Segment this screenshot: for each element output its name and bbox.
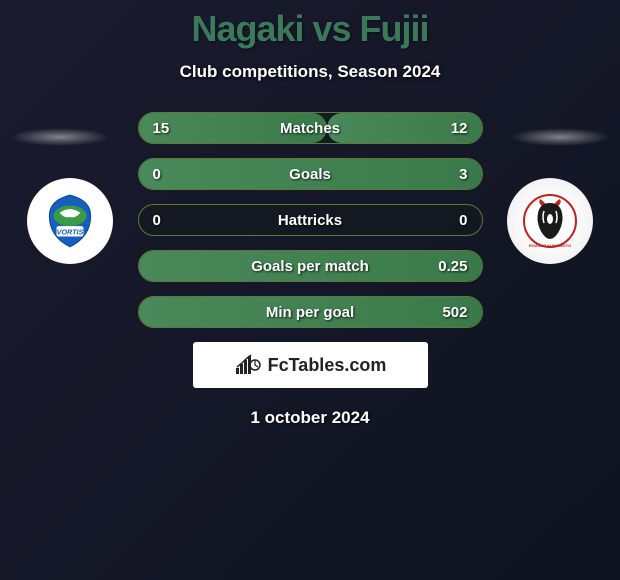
stat-row-goals-per-match: Goals per match 0.25 <box>138 250 483 282</box>
roasso-kumamoto-logo-icon: ROASSO KUMAMOTO <box>520 191 580 251</box>
svg-text:VORTIS: VORTIS <box>57 227 84 236</box>
stat-row-min-per-goal: Min per goal 502 <box>138 296 483 328</box>
club-badge-left: VORTIS <box>27 178 113 264</box>
stat-label: Min per goal <box>266 304 354 321</box>
club-badge-right: ROASSO KUMAMOTO <box>507 178 593 264</box>
date-label: 1 october 2024 <box>0 408 620 428</box>
fctables-logo-icon <box>234 354 262 376</box>
stat-value-right: 3 <box>459 166 467 183</box>
svg-text:ROASSO KUMAMOTO: ROASSO KUMAMOTO <box>529 243 571 248</box>
stat-value-right: 0 <box>459 212 467 229</box>
shadow-left <box>10 128 110 146</box>
stat-value-right: 0.25 <box>438 258 467 275</box>
stat-label: Hattricks <box>278 212 342 229</box>
stat-value-right: 502 <box>442 304 467 321</box>
stat-value-left: 15 <box>153 120 170 137</box>
stat-row-matches: 15 Matches 12 <box>138 112 483 144</box>
brand-box[interactable]: FcTables.com <box>193 342 428 388</box>
stat-value-left: 0 <box>153 212 161 229</box>
stat-value-right: 12 <box>451 120 468 137</box>
brand-text: FcTables.com <box>268 355 387 376</box>
stat-row-hattricks: 0 Hattricks 0 <box>138 204 483 236</box>
stats-container: 15 Matches 12 0 Goals 3 0 Hattricks 0 Go… <box>138 112 483 328</box>
stat-label: Goals <box>289 166 331 183</box>
subtitle: Club competitions, Season 2024 <box>0 62 620 82</box>
stat-label: Goals per match <box>251 258 369 275</box>
comparison-title: Nagaki vs Fujii <box>0 8 620 50</box>
shadow-right <box>510 128 610 146</box>
stat-row-goals: 0 Goals 3 <box>138 158 483 190</box>
stat-label: Matches <box>280 120 340 137</box>
tokushima-vortis-logo-icon: VORTIS <box>39 190 101 252</box>
stat-value-left: 0 <box>153 166 161 183</box>
